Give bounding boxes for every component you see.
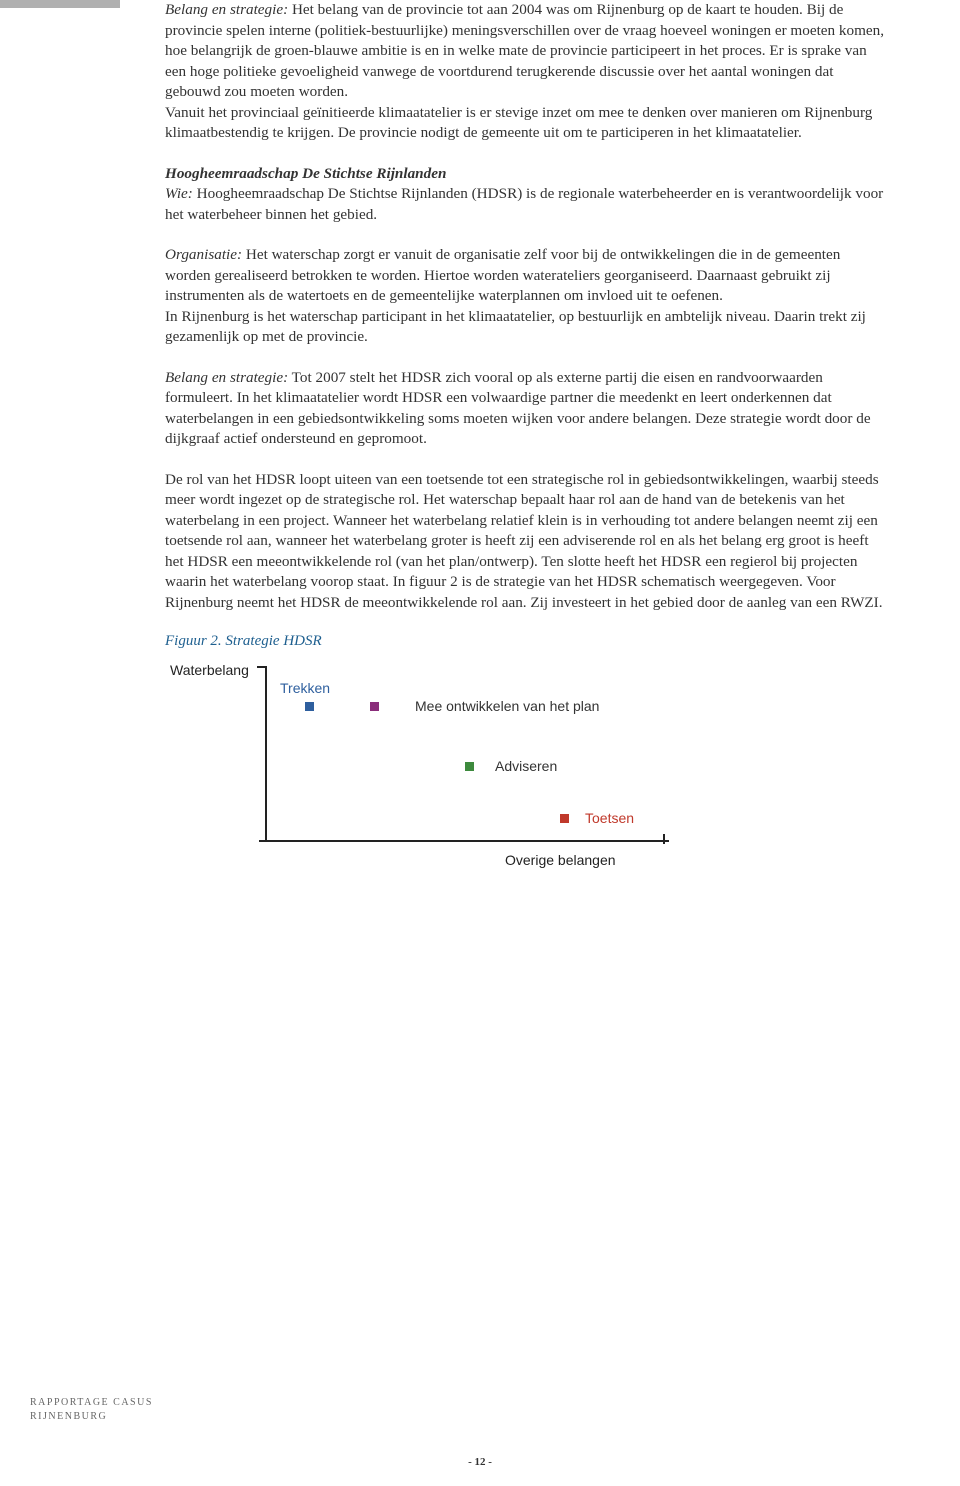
- paragraph-rol-hdsr: De rol van het HDSR loopt uiteen van een…: [165, 470, 885, 614]
- footer-line1: RAPPORTAGE CASUS: [30, 1397, 153, 1408]
- x-axis-label: Overige belangen: [505, 852, 616, 868]
- marker-purple: [370, 702, 379, 711]
- x-axis-tick: [663, 834, 665, 844]
- heading-hoogheemraadschap: Hoogheemraadschap De Stichtse Rijnlanden: [165, 165, 446, 182]
- footer-line2: RIJNENBURG: [30, 1411, 107, 1422]
- lead-belang-strategie-2: Belang en strategie:: [165, 369, 288, 386]
- trekken-label: Trekken: [280, 680, 330, 696]
- marker-green: [465, 762, 474, 771]
- main-content: Belang en strategie: Het belang van de p…: [165, 0, 885, 872]
- lead-belang-strategie: Belang en strategie:: [165, 1, 288, 18]
- label-toetsen: Toetsen: [585, 810, 634, 826]
- marker-blue: [305, 702, 314, 711]
- text-p5: De rol van het HDSR loopt uiteen van een…: [165, 471, 883, 611]
- page-number: - 12 -: [0, 1456, 960, 1468]
- y-axis-label: Waterbelang: [170, 662, 249, 678]
- text-p2: Hoogheemraadschap De Stichtse Rijnlanden…: [165, 185, 883, 223]
- text-p3b: In Rijnenburg is het waterschap particip…: [165, 308, 866, 346]
- text-p1b: Vanuit het provinciaal geïnitieerde klim…: [165, 104, 872, 142]
- strategy-chart: Waterbelang Overige belangen Trekken Mee…: [165, 662, 685, 872]
- lead-organisatie: Organisatie:: [165, 246, 242, 263]
- x-axis-line: [259, 840, 669, 842]
- lead-wie: Wie:: [165, 185, 193, 202]
- paragraph-hoogheemraadschap: Hoogheemraadschap De Stichtse Rijnlanden…: [165, 164, 885, 226]
- paragraph-belang-1: Belang en strategie: Het belang van de p…: [165, 0, 885, 144]
- label-mee-ontwikkelen: Mee ontwikkelen van het plan: [415, 698, 599, 714]
- footer-report-label: RAPPORTAGE CASUS RIJNENBURG: [30, 1396, 153, 1424]
- marker-red: [560, 814, 569, 823]
- page-top-bar: [0, 0, 120, 8]
- figure-caption: Figuur 2. Strategie HDSR: [165, 633, 885, 650]
- paragraph-organisatie: Organisatie: Het waterschap zorgt er van…: [165, 245, 885, 348]
- paragraph-belang-strategie-2: Belang en strategie: Tot 2007 stelt het …: [165, 368, 885, 450]
- y-axis-tick: [257, 666, 267, 668]
- label-adviseren: Adviseren: [495, 758, 557, 774]
- text-p3: Het waterschap zorgt er vanuit de organi…: [165, 246, 840, 304]
- y-axis-line: [265, 667, 267, 842]
